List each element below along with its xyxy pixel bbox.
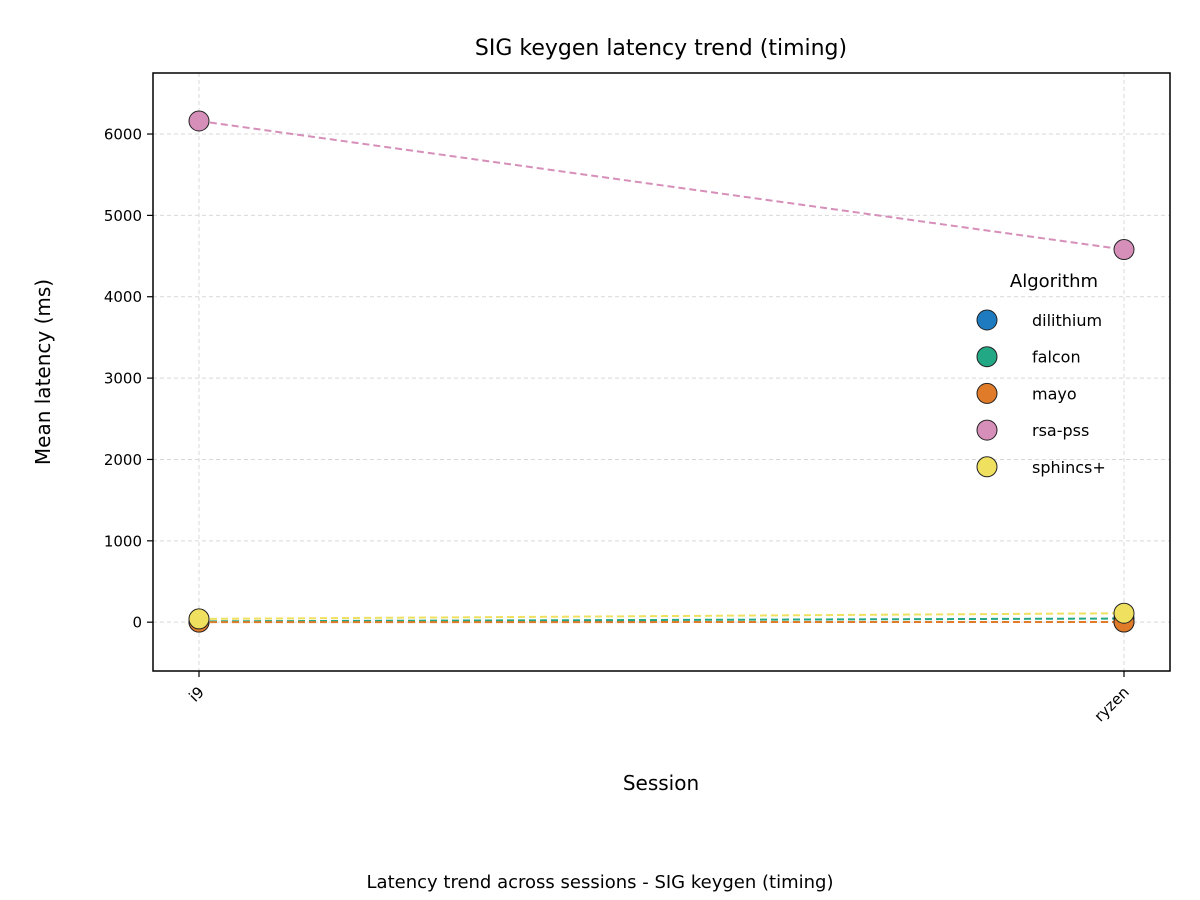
data-point-sphincs- [1113,602,1135,624]
legend-label: rsa-pss [1032,421,1089,440]
data-point-sphincs- [188,608,210,630]
series-lines [198,120,1125,624]
figure-caption: Latency trend across sessions - SIG keyg… [367,872,834,893]
legend-title: Algorithm [1010,271,1098,292]
x-axis-label: Session [623,771,699,795]
chart-title: SIG keygen latency trend (timing) [475,36,847,61]
y-tick-label: 5000 [104,207,142,225]
legend-label: sphincs+ [1032,458,1106,477]
legend-marker [976,419,998,441]
y-axis: 0 1000 2000 3000 4000 5000 6000 [104,126,153,632]
y-tick-label: 3000 [104,370,142,388]
series-points [188,110,1135,633]
series-line-rsa-pss [198,120,1125,251]
y-tick-label: 4000 [104,288,142,306]
legend-marker [976,309,998,331]
legend-marker [976,346,998,368]
legend-label: mayo [1032,384,1077,403]
plot-frame [152,72,1171,672]
y-tick-label: 0 [132,614,142,632]
y-tick-label: 6000 [104,126,142,144]
legend-marker [976,456,998,478]
y-tick-label: 2000 [104,451,142,469]
series-line-sphincs- [198,612,1125,620]
legend-label: falcon [1032,348,1081,367]
legend-label: dilithium [1032,311,1102,330]
legend-items: dilithium falcon mayo rsa-pss sphincs+ [976,309,1106,478]
data-point-rsa-pss [1113,239,1135,261]
legend: Algorithm dilithium falcon mayo rsa-pss sphi… [976,271,1106,478]
series-line-falcon [198,617,1125,623]
y-tick-label: 1000 [104,532,142,550]
legend-marker [976,382,998,404]
data-point-rsa-pss [188,110,210,132]
gridlines [153,73,1170,671]
y-axis-label: Mean latency (ms) [31,279,55,465]
